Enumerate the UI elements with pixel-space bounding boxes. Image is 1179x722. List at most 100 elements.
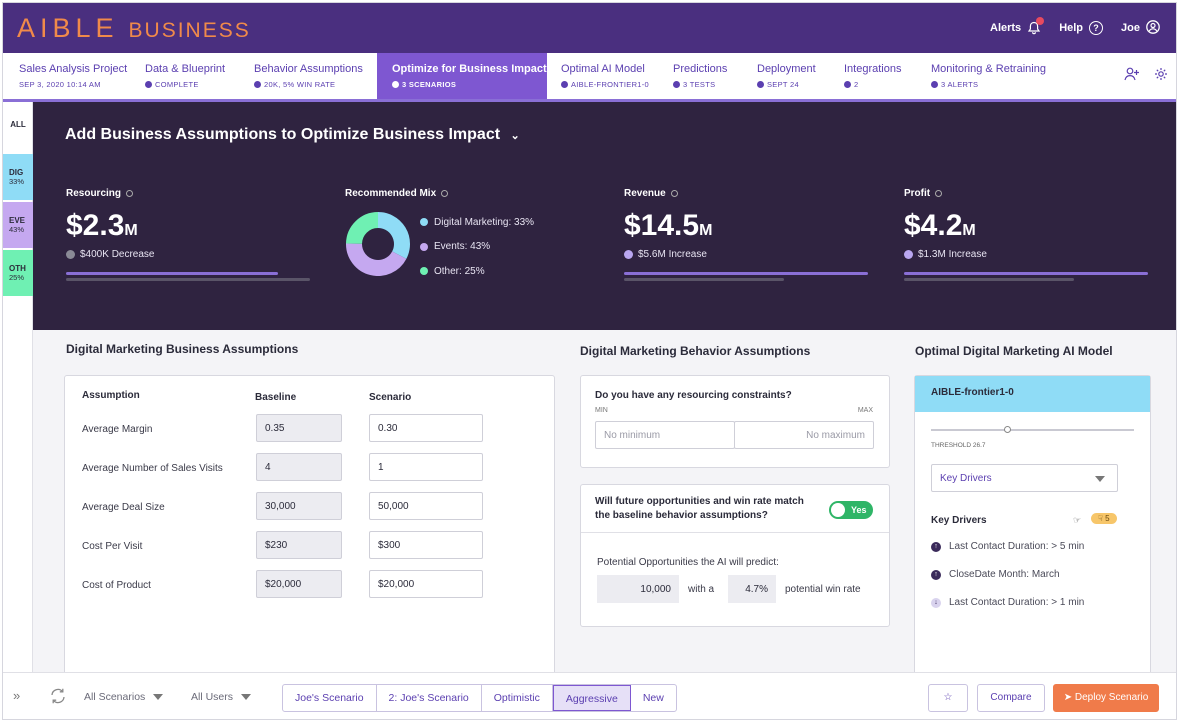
step-subtitle: 3 TESTS bbox=[683, 80, 716, 89]
user-menu[interactable]: Joe bbox=[1121, 19, 1160, 37]
step-title: Optimize for Business Impact bbox=[392, 63, 547, 75]
assumptions-title: Digital Marketing Business Assumptions bbox=[66, 342, 299, 356]
legend-label: Digital Marketing: 33% bbox=[434, 216, 535, 228]
row-label: Average Deal Size bbox=[82, 502, 165, 513]
constraints-card: Do you have any resourcing constraints? … bbox=[580, 375, 890, 468]
user-filter[interactable]: All Users bbox=[191, 691, 252, 703]
scenario-tab-new[interactable]: New bbox=[642, 692, 664, 704]
info-icon[interactable] bbox=[670, 190, 678, 197]
thumbs-down-icon: ☟ bbox=[1098, 514, 1103, 523]
favorite-button[interactable]: ☆ bbox=[928, 684, 968, 712]
check-icon bbox=[392, 81, 399, 88]
scenario-tab-aggressive[interactable]: Aggressive bbox=[552, 685, 631, 711]
filter-label: All Users bbox=[191, 691, 234, 703]
chevron-down-icon bbox=[241, 694, 252, 700]
step-title: Deployment bbox=[757, 63, 816, 75]
segment-code: EVE bbox=[9, 216, 26, 225]
feedback-badge[interactable]: ☟ 5 bbox=[1091, 513, 1117, 524]
threshold-slider-handle[interactable] bbox=[1004, 426, 1012, 433]
step-title: Behavior Assumptions bbox=[254, 63, 363, 75]
col-assumption: Assumption bbox=[82, 390, 140, 401]
model-title: Optimal Digital Marketing AI Model bbox=[915, 344, 1113, 358]
page-title[interactable]: Add Business Assumptions to Optimize Bus… bbox=[65, 126, 520, 144]
gear-icon[interactable] bbox=[1154, 67, 1168, 84]
with-a-text: with a bbox=[688, 584, 715, 595]
driver-item: ↓ Last Contact Duration: > 1 min bbox=[931, 597, 1084, 608]
scenario-filter[interactable]: All Scenarios bbox=[84, 691, 164, 703]
constraints-question: Do you have any resourcing constraints? bbox=[595, 390, 792, 401]
user-icon bbox=[1146, 19, 1160, 37]
expand-icon[interactable]: » bbox=[13, 688, 21, 703]
thumbs-up-icon[interactable]: ☞ bbox=[1073, 515, 1082, 525]
drivers-dropdown[interactable]: Key Drivers bbox=[931, 464, 1118, 492]
win-rate-input[interactable]: 4.7% bbox=[728, 575, 776, 603]
donut-slice bbox=[346, 243, 407, 276]
arrow-up-icon bbox=[624, 250, 633, 259]
step-sales-analysis-project[interactable]: Sales Analysis Project SEP 3, 2020 10:14… bbox=[19, 53, 127, 99]
compare-button[interactable]: Compare bbox=[977, 684, 1045, 712]
max-input[interactable]: No maximum bbox=[734, 421, 874, 449]
filter-label: All Scenarios bbox=[84, 691, 146, 703]
opportunities-input[interactable]: 10,000 bbox=[597, 575, 679, 603]
deploy-scenario-button[interactable]: ➤ Deploy Scenario bbox=[1053, 684, 1159, 712]
step-predictions[interactable]: Predictions 3 TESTS bbox=[673, 53, 727, 99]
min-input[interactable]: No minimum bbox=[595, 421, 735, 449]
step-integrations[interactable]: Integrations 2 bbox=[844, 53, 901, 99]
step-subtitle: SEPT 24 bbox=[767, 80, 799, 89]
predict-label: Potential Opportunities the AI will pred… bbox=[597, 557, 779, 568]
baseline-field: 30,000 bbox=[256, 492, 342, 520]
kpi-unit: M bbox=[124, 222, 138, 239]
alert-dot bbox=[1036, 17, 1045, 25]
legend-swatch bbox=[420, 218, 428, 227]
logo[interactable]: AIBLE BUSINESS bbox=[17, 13, 251, 43]
info-icon[interactable] bbox=[441, 190, 449, 197]
scenario-input[interactable]: 0.30 bbox=[369, 414, 483, 442]
rocket-icon: ➤ bbox=[1063, 692, 1073, 703]
kpi-revenue: Revenue $14.5M $5.6M Increase bbox=[624, 188, 712, 260]
workflow-steps: Sales Analysis Project SEP 3, 2020 10:14… bbox=[3, 53, 1176, 102]
step-deployment[interactable]: Deployment SEPT 24 bbox=[757, 53, 816, 99]
profit-track bbox=[904, 278, 1074, 281]
step-optimal-ai-model[interactable]: Optimal AI Model AIBLE-FRONTIER1-0 bbox=[561, 53, 649, 99]
segment-all[interactable]: ALL bbox=[10, 120, 26, 129]
check-icon bbox=[145, 81, 152, 88]
info-icon[interactable] bbox=[126, 190, 134, 197]
revenue-track bbox=[624, 278, 784, 281]
kpi-change: $5.6M Increase bbox=[638, 249, 707, 260]
model-name[interactable]: AIBLE-frontier1-0 bbox=[915, 376, 1150, 412]
driver-label: CloseDate Month: March bbox=[949, 569, 1060, 580]
kpi-value: $14.5 bbox=[624, 209, 700, 242]
legend-events: Events: 43% bbox=[420, 235, 534, 260]
kpi-change: $1.3M Increase bbox=[918, 249, 987, 260]
scenario-tab-optimistic[interactable]: Optimistic bbox=[482, 685, 553, 711]
arrow-up-icon: ↑ bbox=[931, 541, 941, 552]
help-button[interactable]: Help ? bbox=[1059, 21, 1104, 35]
step-behavior-assumptions[interactable]: Behavior Assumptions 20K, 5% WIN RATE bbox=[254, 53, 363, 99]
kpi-unit: M bbox=[699, 222, 713, 239]
legend-digital: Digital Marketing: 33% bbox=[420, 210, 534, 235]
scenario-input[interactable]: $300 bbox=[369, 531, 483, 559]
row-label: Cost Per Visit bbox=[82, 541, 143, 552]
match-toggle[interactable]: Yes bbox=[829, 501, 873, 519]
legend-other: Other: 25% bbox=[420, 259, 534, 284]
scenario-input[interactable]: $20,000 bbox=[369, 570, 483, 598]
kpi-label: Resourcing bbox=[66, 188, 122, 199]
scenario-tab-joes[interactable]: Joe's Scenario bbox=[283, 685, 377, 711]
scenario-input[interactable]: 50,000 bbox=[369, 492, 483, 520]
scenario-input[interactable]: 1 bbox=[369, 453, 483, 481]
info-icon[interactable] bbox=[935, 190, 943, 197]
refresh-icon[interactable] bbox=[49, 687, 67, 710]
segment-pct: 25% bbox=[9, 273, 25, 282]
step-optimize-business-impact[interactable]: Optimize for Business Impact 3 SCENARIOS bbox=[377, 53, 547, 99]
step-data-blueprint[interactable]: Data & Blueprint COMPLETE bbox=[145, 53, 225, 99]
resourcing-bar bbox=[66, 272, 278, 275]
alerts-button[interactable]: Alerts bbox=[990, 17, 1045, 35]
scenario-tab-2-joes[interactable]: 2: Joe's Scenario bbox=[377, 685, 482, 711]
add-user-icon[interactable] bbox=[1124, 67, 1140, 84]
step-title: Predictions bbox=[673, 63, 728, 75]
mix-donut-chart bbox=[346, 212, 410, 276]
step-monitoring-retraining[interactable]: Monitoring & Retraining 3 ALERTS bbox=[931, 53, 1046, 99]
step-title: Integrations bbox=[844, 63, 902, 75]
chevron-down-icon: ⌄ bbox=[510, 130, 520, 142]
toggle-knob bbox=[831, 503, 845, 517]
